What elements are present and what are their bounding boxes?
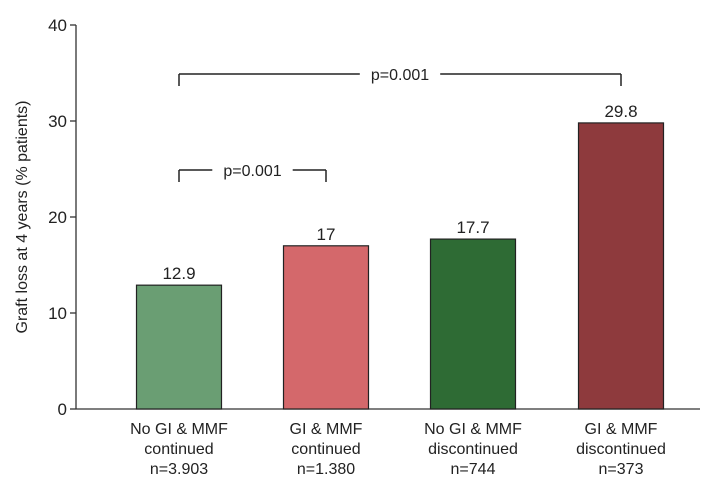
x-tick-label-line: n=3.903 [150, 461, 208, 478]
x-tick-label-line: n=373 [599, 461, 644, 478]
bar [282, 245, 370, 410]
x-tick-label-line: No GI & MMF [130, 421, 228, 438]
x-tick-label: GI & MMF continued n=1.380 [290, 421, 363, 478]
data-label: 12.9 [162, 264, 195, 283]
bar [577, 122, 665, 410]
y-axis-label: Graft loss at 4 years (% patients) [14, 101, 31, 334]
x-tick-label-line: GI & MMF [290, 421, 363, 438]
x-tick-label-line: continued [144, 441, 213, 458]
significance-bracket: p=0.001 [178, 163, 327, 182]
x-tick-label-line: continued [291, 441, 360, 458]
data-label: 17 [317, 225, 336, 244]
x-tick-label-line: n=1.380 [297, 461, 355, 478]
significance-bracket: p=0.001 [178, 67, 622, 86]
x-tick-label: No GI & MMF continued n=3.903 [130, 421, 228, 478]
x-tick-label-line: GI & MMF [585, 421, 658, 438]
data-label: 29.8 [604, 102, 637, 121]
y-tick-label: 30 [48, 112, 67, 131]
bars [135, 122, 665, 410]
x-tick-label-line: discontinued [428, 441, 518, 458]
x-tick-label-line: discontinued [576, 441, 666, 458]
bar [135, 284, 223, 410]
y-tick-label: 20 [48, 208, 67, 227]
x-tick-label: No GI & MMF discontinued n=744 [424, 421, 522, 478]
y-tick-label: 0 [58, 400, 67, 419]
significance-brackets: p=0.001 p=0.001 [178, 67, 622, 182]
y-tick-label: 40 [48, 16, 67, 35]
significance-label: p=0.001 [371, 67, 429, 84]
significance-label: p=0.001 [223, 163, 281, 180]
x-tick-label: GI & MMF discontinued n=373 [576, 421, 666, 478]
bar [429, 238, 517, 410]
y-tick-label: 10 [48, 304, 67, 323]
labels: 12.9 No GI & MMF continued n=3.903 17 GI & MM… [130, 102, 666, 478]
x-tick-label-line: No GI & MMF [424, 421, 522, 438]
x-tick-label-line: n=744 [451, 461, 496, 478]
data-label: 17.7 [456, 218, 489, 237]
